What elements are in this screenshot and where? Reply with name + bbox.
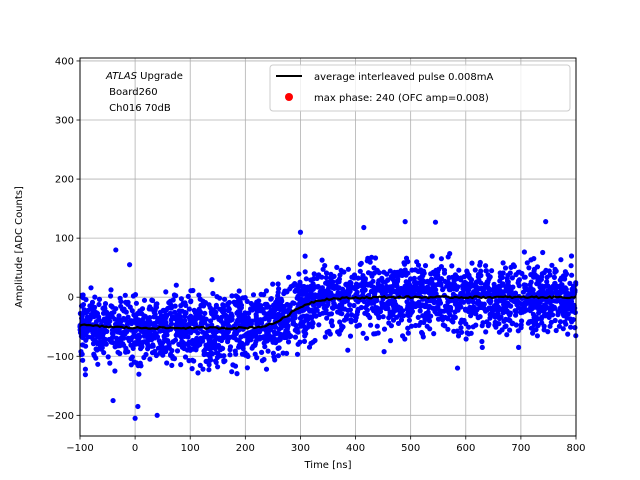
scatter-points [77,249,579,378]
atlas-annotation: ATLAS Upgrade Board260 Ch016 70dB [105,71,183,114]
scatter-point [127,262,133,268]
legend: average interleaved pulse 0.008mA max ph… [269,64,571,112]
y-tick-label: 100 [55,234,74,245]
scatter-point [132,415,138,421]
y-axis-label: Amplitude [ADC Counts] [14,186,25,308]
scatter-point [543,219,549,225]
y-tick-label: −200 [47,411,74,422]
annotation-line-1: ATLAS Upgrade [105,71,183,82]
average-pulse-polyline [79,294,577,330]
average-pulse-line [79,294,577,330]
x-tick-label: 700 [511,443,530,454]
scatter-point [479,344,485,351]
scatter-point [297,229,304,235]
legend-red-dot-marker [285,93,293,101]
legend-box [269,64,571,112]
legend-label-max-phase: max phase: 240 (OFC amp=0.008) [314,93,489,104]
y-tick-label: 200 [55,175,74,186]
x-tick-label: 200 [236,443,255,454]
scatter-point [113,247,119,253]
y-tick-label: −100 [47,352,74,363]
scatter-point [402,219,408,225]
y-axis-ticks: −200 −100 0 100 200 300 400 [47,56,80,422]
x-tick-label: 800 [566,443,585,454]
scatter-point [110,397,116,404]
annotation-line-3: Ch016 70dB [106,103,171,114]
x-tick-label: 500 [401,443,420,454]
annotation-line-2: Board260 [106,87,158,98]
x-axis-ticks: −100 0 100 200 300 400 500 600 700 800 [66,436,586,454]
y-tick-label: 0 [68,293,74,304]
x-tick-label: 0 [132,443,138,454]
scatter-point [432,219,439,225]
plot-frame [79,57,577,437]
x-tick-label: 300 [291,443,310,454]
x-tick-label: 600 [456,443,475,454]
y-tick-label: 400 [55,56,74,67]
y-tick-label: 300 [55,116,74,127]
annotation-upgrade: Upgrade [137,71,183,82]
scatter-point [135,403,141,410]
x-tick-label: −100 [66,443,93,454]
scatter-point [154,412,160,418]
legend-label-average: average interleaved pulse 0.008mA [314,72,493,83]
x-tick-label: 400 [346,443,365,454]
x-tick-label: 100 [181,443,200,454]
x-axis-label: Time [ns] [303,460,351,471]
annotation-atlas: ATLAS [105,71,138,82]
scatter-point [361,224,367,231]
noise-scatter [77,219,579,421]
scatter-point [454,365,461,371]
